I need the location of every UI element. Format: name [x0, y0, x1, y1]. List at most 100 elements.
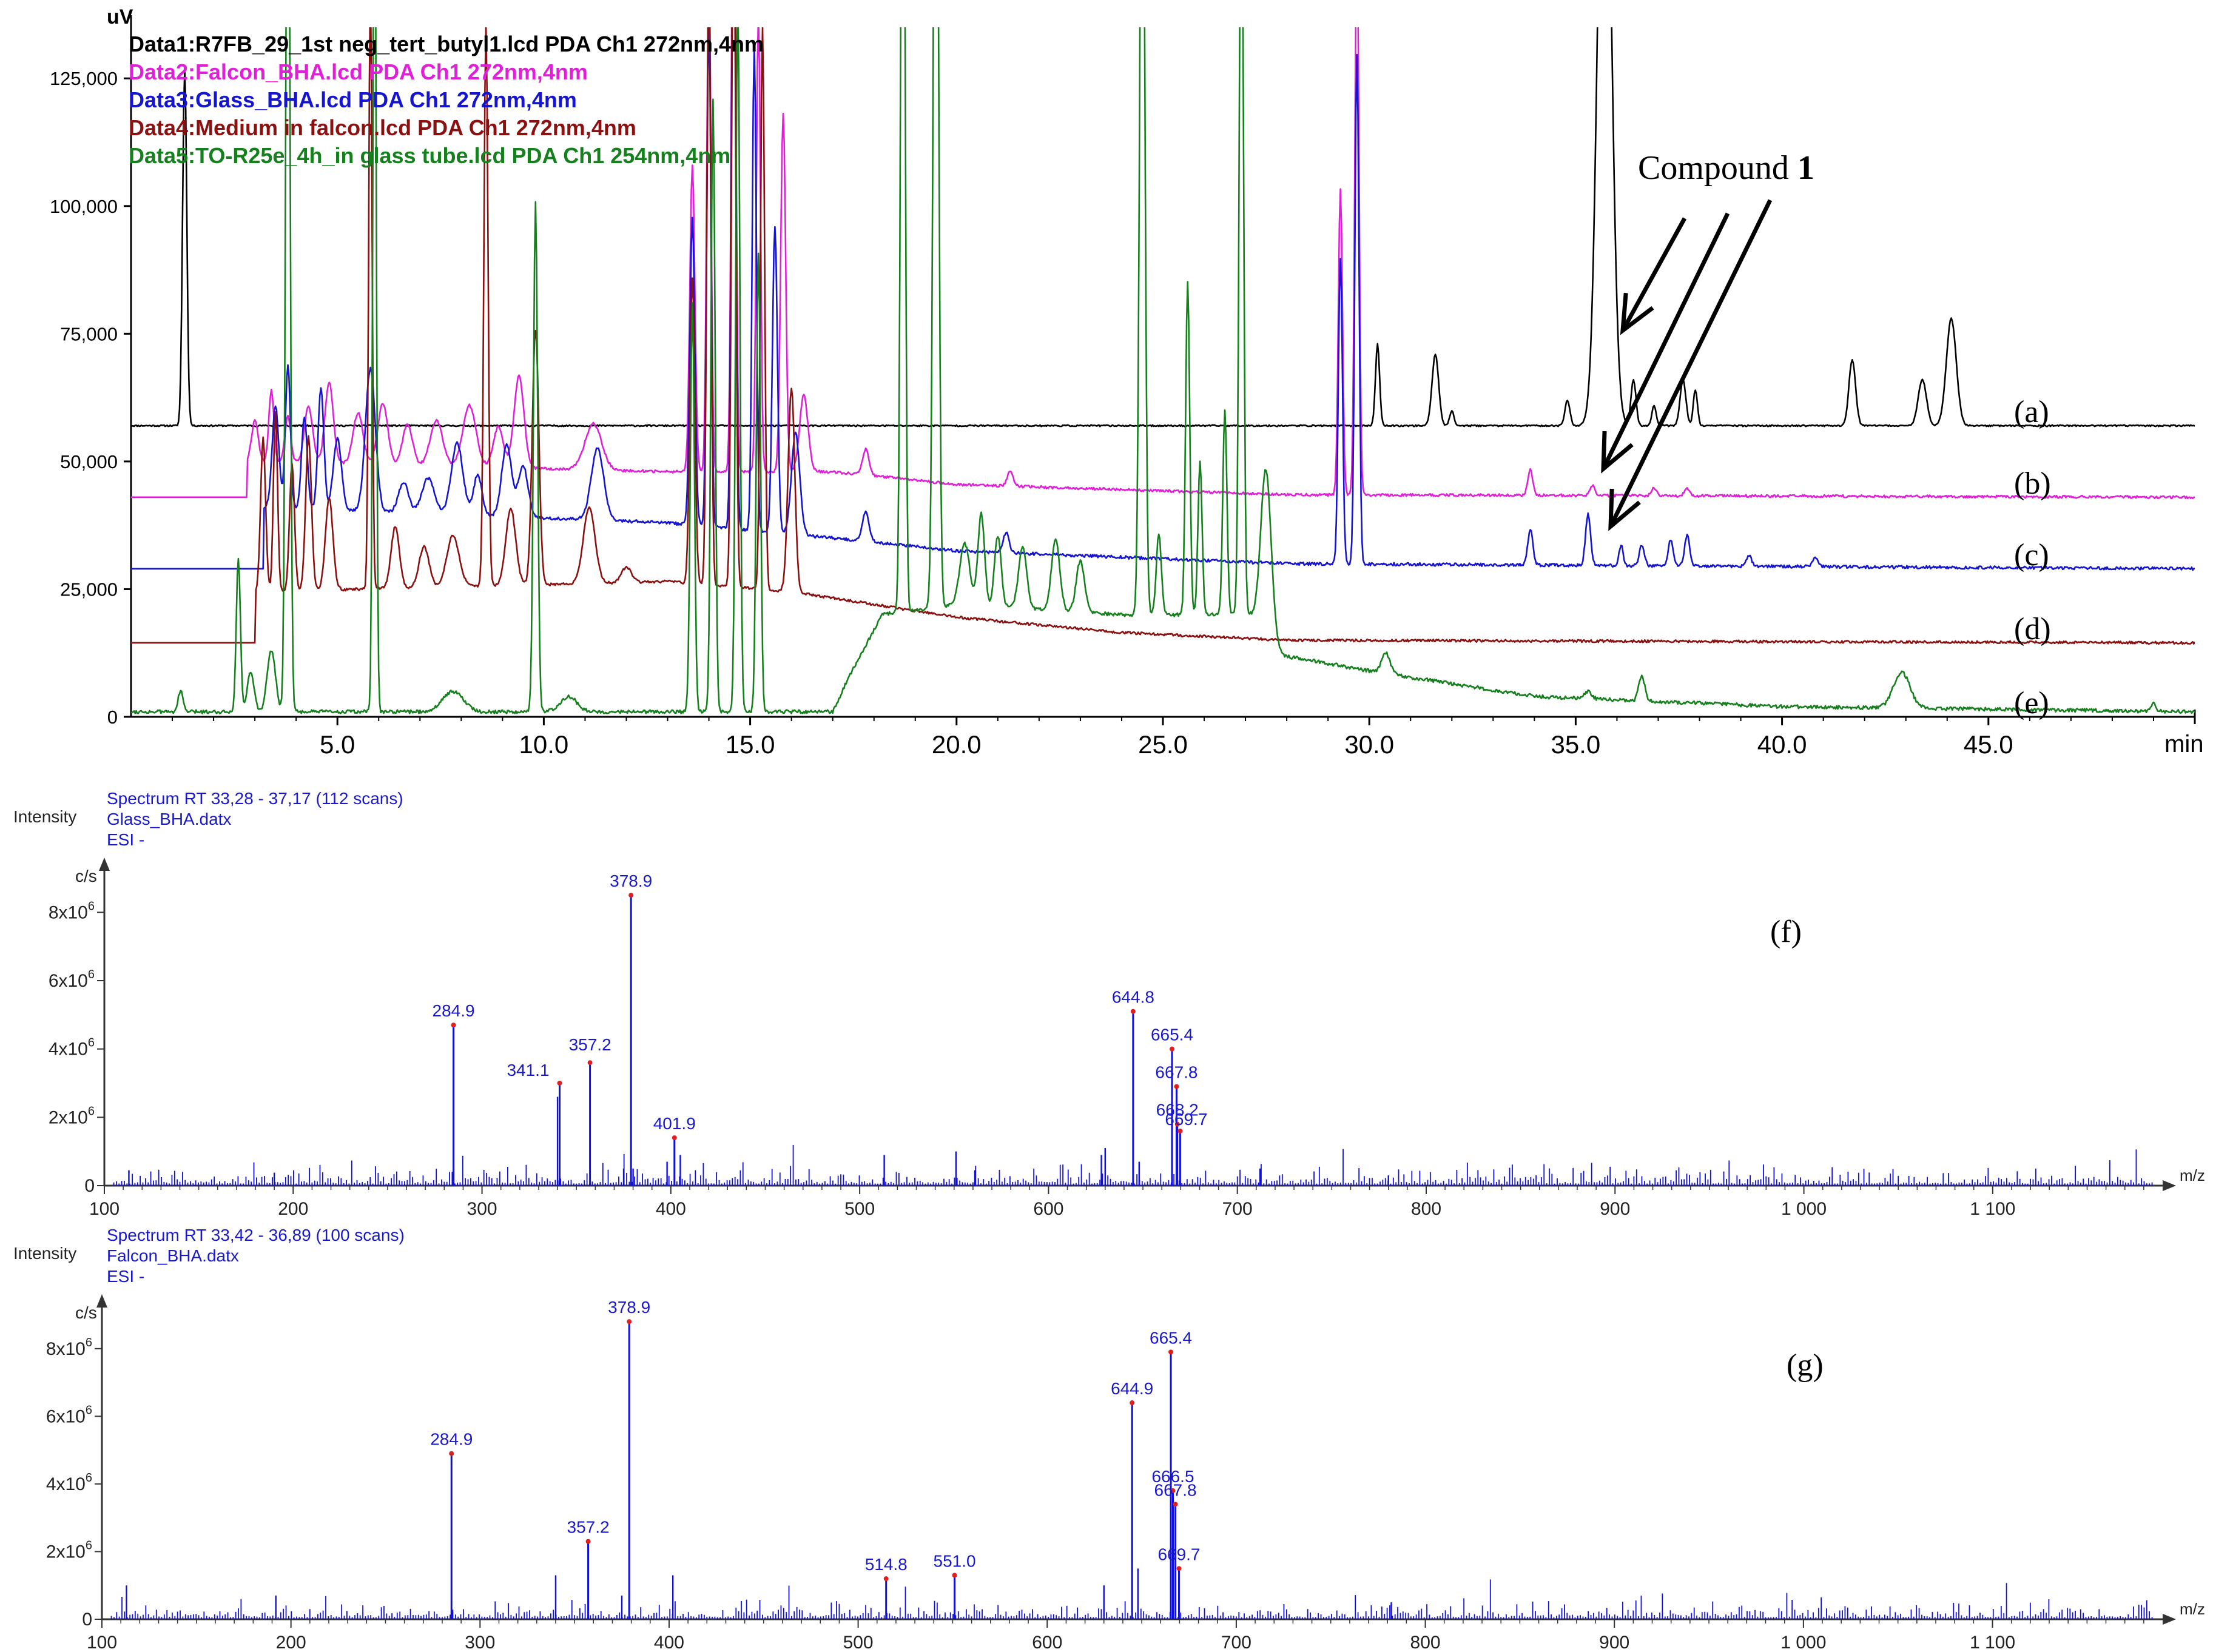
ms-y-tick-label: 0: [82, 1610, 92, 1630]
y-axis-unit: uV: [107, 5, 133, 29]
tick-base: 4x10: [49, 1039, 88, 1059]
chromatogram-panel: 0 25,000 50,000 75,000 100,000 125,000 uV 5.0 10…: [50, 5, 2204, 759]
ms-y-tick-label: 2x106: [49, 1104, 95, 1127]
peak-apex-marker: [557, 1081, 562, 1086]
panel-label: (g): [1787, 1348, 1824, 1383]
tick-exponent: 6: [86, 1471, 92, 1485]
peak-label: 378.9: [610, 871, 652, 890]
trace-label: (e): [2014, 686, 2049, 720]
peak-label: 357.2: [569, 1035, 611, 1054]
y-unit-label: c/s: [75, 867, 97, 885]
legend-entry: Data2:Falcon_BHA.lcd PDA Ch1 272nm,4nm: [129, 59, 588, 84]
x-tick-label: 15.0: [726, 730, 775, 759]
peak-apex-marker: [628, 893, 634, 898]
x-tick-label: 20.0: [932, 730, 982, 759]
peak-label: 357.2: [567, 1518, 610, 1537]
ms-y-tick-label: 4x106: [49, 1036, 95, 1059]
ms-x-tick-label: 900: [1599, 1633, 1629, 1652]
series-line-4: [131, 27, 2195, 645]
peak-apex-marker: [1173, 1502, 1178, 1507]
peak-label: 669.7: [1165, 1110, 1207, 1129]
tick-base: 8x10: [49, 902, 88, 922]
peak-apex-marker: [1170, 1488, 1176, 1494]
tick-exponent: 6: [86, 1539, 92, 1552]
y-tick-label: 100,000: [50, 196, 118, 217]
y-tick-label: 0: [107, 707, 118, 728]
ms-x-tick-label: 200: [276, 1633, 306, 1652]
ms-x-tick-label: 700: [1221, 1633, 1251, 1652]
y-unit-label: c/s: [75, 1303, 97, 1322]
ms-x-tick-label: 100: [89, 1199, 120, 1219]
ms-x-arrow: [2163, 1180, 2176, 1191]
peak-apex-marker: [627, 1319, 632, 1325]
tick-base: 2x10: [46, 1542, 86, 1562]
peak-label: 551.0: [934, 1551, 976, 1570]
ms-x-tick-label: 1 100: [1970, 1633, 2015, 1652]
peak-label: 284.9: [433, 1001, 475, 1020]
trace-label: (c): [2014, 538, 2049, 572]
ms-x-tick-label: 900: [1600, 1199, 1630, 1219]
tick-exponent: 6: [86, 1336, 92, 1349]
ms-x-tick-label: 800: [1411, 1199, 1441, 1219]
peak-apex-marker: [449, 1451, 454, 1456]
ms-x-tick-label: 100: [87, 1633, 117, 1652]
ms-y-tick-label: 6x106: [49, 968, 95, 991]
spectrum-header-line: Falcon_BHA.datx: [107, 1246, 239, 1265]
peak-apex-marker: [1130, 1400, 1135, 1406]
tick-base: 2x10: [49, 1107, 88, 1127]
x-axis-unit: min: [2164, 731, 2203, 757]
peak-label: 514.8: [865, 1555, 908, 1574]
y-tick-label: 75,000: [60, 323, 118, 344]
peak-label: 666.5: [1151, 1467, 1194, 1486]
ms-y-tick-label: 2x106: [46, 1539, 92, 1562]
tick-base: 8x10: [46, 1339, 86, 1359]
ms-x-tick-label: 300: [467, 1199, 497, 1219]
peak-label: 644.9: [1111, 1379, 1153, 1398]
mass-spectrum-f: Intensity Spectrum RT 33,28 - 37,17 (112 …: [13, 789, 2205, 1219]
annotation-text: Compound: [1638, 149, 1797, 187]
tick-exponent: 6: [88, 899, 95, 913]
peak-apex-marker: [1130, 1009, 1136, 1014]
trace-label: (b): [2014, 466, 2051, 501]
tick-exponent: 6: [88, 1036, 95, 1050]
compound-annotation: Compound 1: [1638, 149, 1814, 187]
traces: [131, 27, 2195, 714]
peak-apex-marker: [1170, 1046, 1175, 1052]
peak-label: 665.4: [1150, 1328, 1192, 1347]
peak-apex-marker: [587, 1060, 593, 1066]
peak-label: 341.1: [507, 1061, 549, 1080]
ms-y-arrow: [96, 1294, 107, 1308]
ms-y-arrow: [99, 858, 110, 871]
x-tick-label: 40.0: [1757, 730, 1807, 759]
x-tick-label: 35.0: [1551, 730, 1601, 759]
peak-apex-marker: [1168, 1349, 1174, 1355]
tick-exponent: 6: [88, 968, 95, 981]
peak-apex-marker: [1174, 1121, 1180, 1127]
arrow-c-shaft: [1608, 199, 1773, 528]
ms-x-tick-label: 1 000: [1780, 1633, 1826, 1652]
legend-entry: Data1:R7FB_29_1st neg_tert_butyl1.lcd PD…: [129, 32, 764, 56]
spectrum-header-line: ESI -: [107, 1267, 144, 1286]
ms-x-tick-label: 1 100: [1970, 1199, 2015, 1219]
ms-x-tick-label: 400: [654, 1633, 684, 1652]
ms-y-tick-label: 4x106: [46, 1471, 92, 1494]
arrow-c-head: [1608, 488, 1641, 531]
series-line-2: [131, 27, 2195, 500]
peak-apex-marker: [883, 1576, 889, 1582]
tick-base: 6x10: [46, 1406, 86, 1426]
ms-x-tick-label: 700: [1222, 1199, 1253, 1219]
panel-label: (f): [1770, 915, 1802, 949]
ms-x-arrow: [2163, 1614, 2176, 1625]
intensity-label: Intensity: [13, 1244, 76, 1263]
peak-label: 669.7: [1157, 1545, 1200, 1563]
mass-spectrum-g: Intensity Spectrum RT 33,42 - 36,89 (100 …: [13, 1226, 2205, 1652]
arrow-a-head: [1620, 292, 1654, 335]
x-tick-label: 5.0: [320, 730, 355, 759]
series-line-3: [131, 27, 2195, 571]
legend-entry: Data3:Glass_BHA.lcd PDA Ch1 272nm,4nm: [129, 87, 577, 112]
ms-x-tick-label: 200: [278, 1199, 308, 1219]
ms-x-tick-label: 300: [465, 1633, 495, 1652]
peak-apex-marker: [1177, 1128, 1183, 1133]
spectrum-header-line: Glass_BHA.datx: [107, 810, 231, 828]
peak-apex-marker: [1176, 1566, 1182, 1571]
